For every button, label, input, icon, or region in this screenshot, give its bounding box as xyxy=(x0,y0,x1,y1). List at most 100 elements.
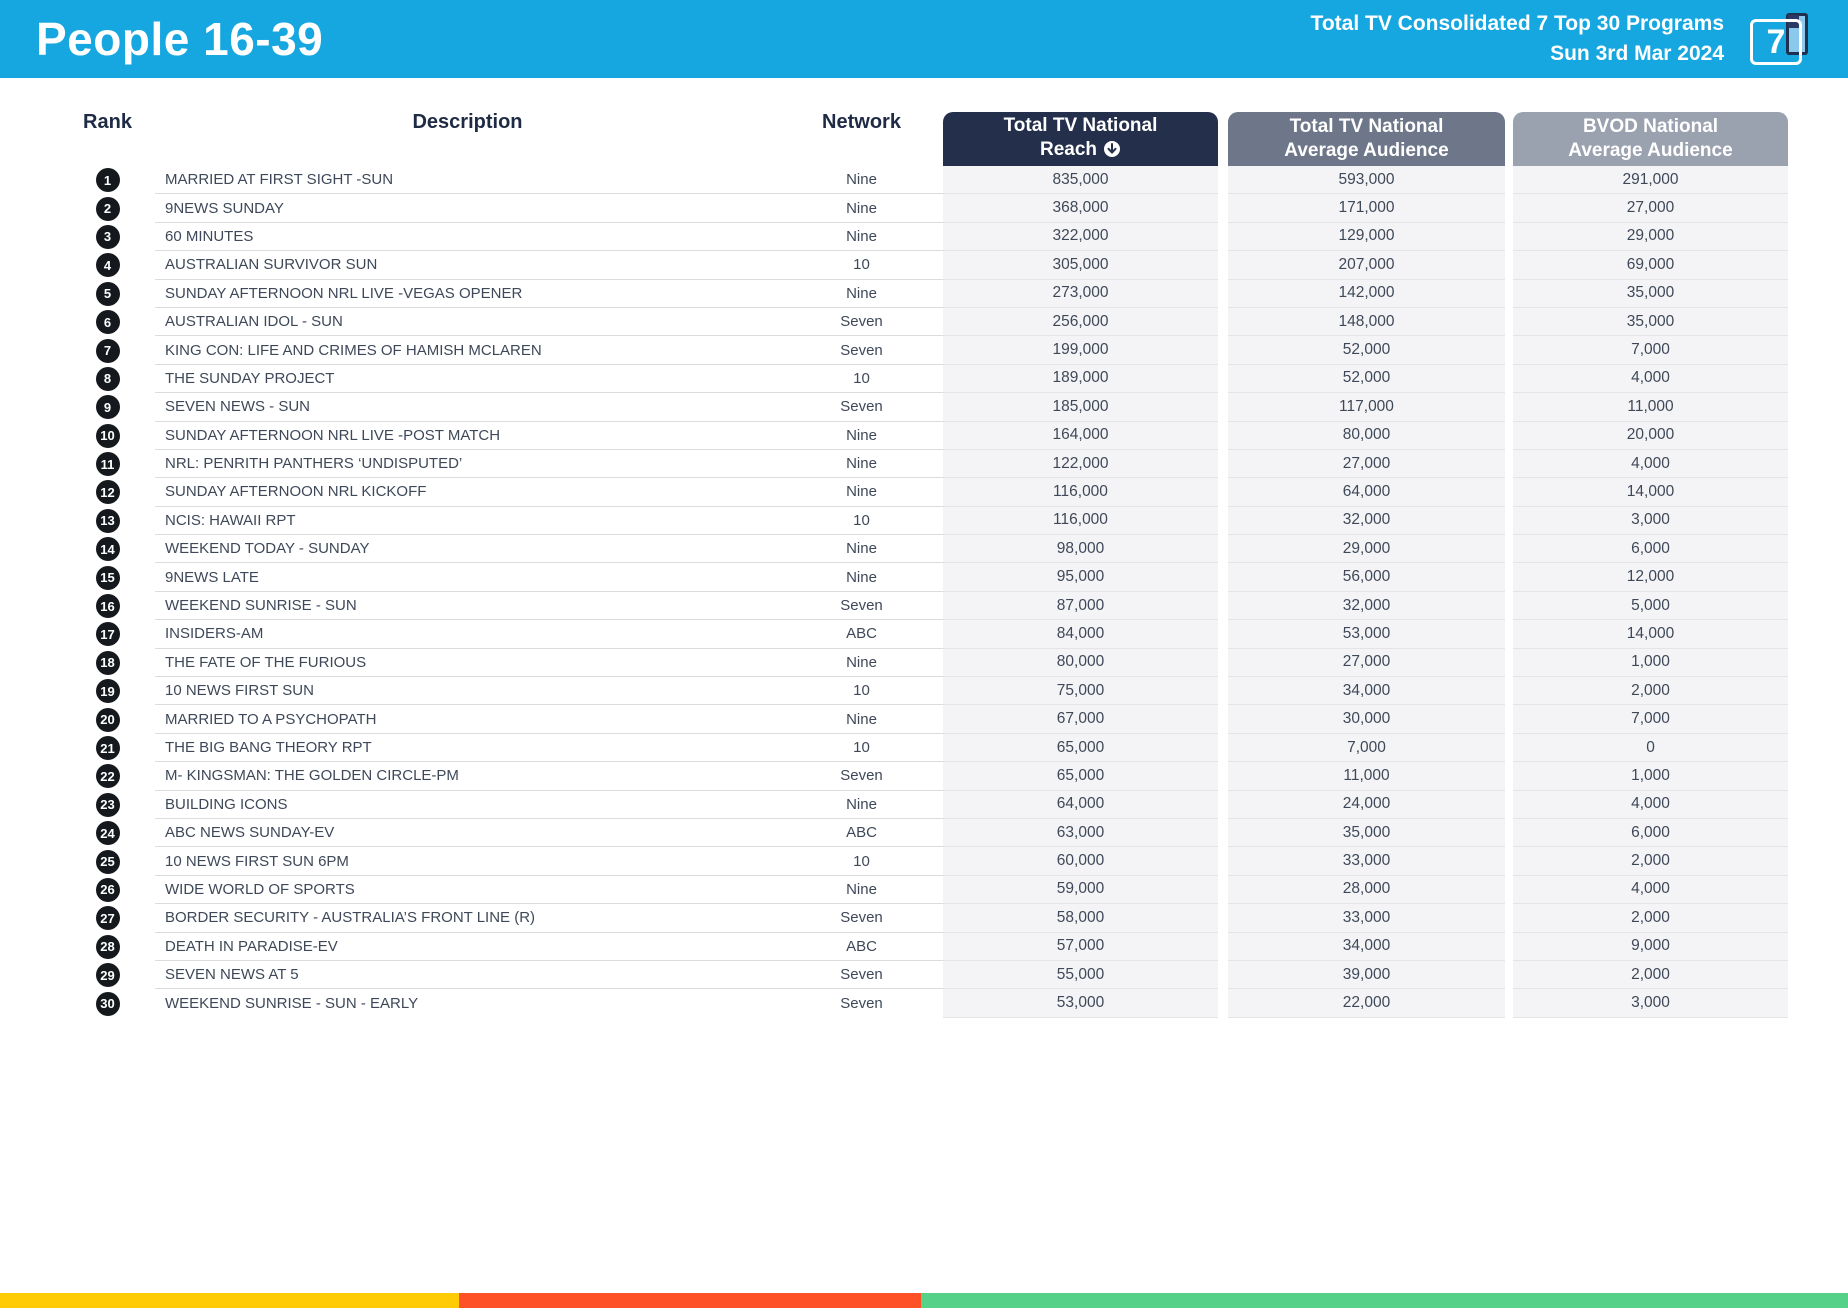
network-cell: ABC xyxy=(780,819,943,848)
bvod-value-cell: 4,000 xyxy=(1513,364,1788,394)
reach-header-line1: Total TV National xyxy=(1003,114,1158,136)
network-cell: Nine xyxy=(780,194,943,223)
rank-cell: 12 xyxy=(60,478,155,506)
rank-cell: 8 xyxy=(60,365,155,393)
rank-badge: 27 xyxy=(95,906,120,931)
rank-badge: 23 xyxy=(95,792,120,817)
reach-value-cell: 64,000 xyxy=(943,790,1218,819)
network-cell: 10 xyxy=(780,251,943,280)
column-header-network: Network xyxy=(822,110,901,133)
description-cell: MARRIED TO A PSYCHOPATH xyxy=(155,705,780,734)
network-cell: 10 xyxy=(780,734,943,763)
rank-badge: 3 xyxy=(95,224,120,249)
network-cell: Nine xyxy=(780,649,943,678)
rank-cell: 16 xyxy=(60,592,155,620)
column-gap xyxy=(1218,280,1228,308)
column-gap xyxy=(1218,847,1228,875)
description-cell: AUSTRALIAN IDOL - SUN xyxy=(155,308,780,337)
avg-audience-value-cell: 39,000 xyxy=(1228,960,1505,990)
sort-descending-icon[interactable] xyxy=(1103,140,1121,165)
rank-badge: 4 xyxy=(95,253,120,278)
column-gap xyxy=(1505,308,1513,336)
column-gap xyxy=(1218,450,1228,478)
table-row: 19 10 NEWS FIRST SUN 10 75,000 34,000 2,… xyxy=(60,677,1788,706)
column-gap xyxy=(1505,933,1513,961)
bvod-value-cell: 20,000 xyxy=(1513,421,1788,450)
table-row: 4 AUSTRALIAN SURVIVOR SUN 10 305,000 207… xyxy=(60,251,1788,280)
table-row: 15 9NEWS LATE Nine 95,000 56,000 12,000 xyxy=(60,563,1788,592)
reach-value-cell: 53,000 xyxy=(943,989,1218,1018)
description-cell: BORDER SECURITY - AUSTRALIA’S FRONT LINE… xyxy=(155,904,780,933)
column-gap xyxy=(1218,393,1228,421)
reach-value-cell: 65,000 xyxy=(943,733,1218,763)
column-gap xyxy=(1505,649,1513,677)
column-gap xyxy=(1218,791,1228,819)
column-gap xyxy=(1505,535,1513,563)
reach-value-cell: 116,000 xyxy=(943,478,1218,507)
column-gap xyxy=(1505,251,1513,279)
table-row: 3 60 MINUTES Nine 322,000 129,000 29,000 xyxy=(60,222,1788,252)
column-gap xyxy=(1218,507,1228,535)
reach-value-cell: 60,000 xyxy=(943,847,1218,876)
rank-badge: 18 xyxy=(95,650,120,675)
column-header-rank: Rank xyxy=(83,110,132,133)
reach-value-cell: 305,000 xyxy=(943,251,1218,280)
table-row: 25 10 NEWS FIRST SUN 6PM 10 60,000 33,00… xyxy=(60,847,1788,876)
avg-audience-value-cell: 27,000 xyxy=(1228,449,1505,479)
bvod-value-cell: 4,000 xyxy=(1513,790,1788,819)
rank-badge: 14 xyxy=(95,537,120,562)
description-cell: 60 MINUTES xyxy=(155,223,780,252)
bvod-value-cell: 35,000 xyxy=(1513,307,1788,337)
column-gap xyxy=(1218,563,1228,591)
network-cell: Nine xyxy=(780,478,943,507)
footer-segment-red xyxy=(459,1293,922,1308)
table-rows: 1 MARRIED AT FIRST SIGHT -SUN Nine 835,0… xyxy=(0,166,1848,1018)
column-gap xyxy=(1218,961,1228,989)
description-cell: NRL: PENRITH PANTHERS ‘UNDISPUTED’ xyxy=(155,450,780,479)
description-cell: SUNDAY AFTERNOON NRL KICKOFF xyxy=(155,478,780,507)
rank-badge: 6 xyxy=(95,310,120,335)
description-cell: SUNDAY AFTERNOON NRL LIVE -POST MATCH xyxy=(155,422,780,450)
avg-audience-value-cell: 129,000 xyxy=(1228,222,1505,252)
column-gap xyxy=(1505,620,1513,648)
rank-cell: 7 xyxy=(60,336,155,364)
avg-audience-value-cell: 28,000 xyxy=(1228,875,1505,905)
bvod-value-cell: 27,000 xyxy=(1513,194,1788,223)
network-cell: Seven xyxy=(780,904,943,933)
bvod-value-cell: 7,000 xyxy=(1513,705,1788,734)
rank-cell: 30 xyxy=(60,989,155,1017)
avg-audience-value-cell: 34,000 xyxy=(1228,677,1505,706)
avg-audience-value-cell: 52,000 xyxy=(1228,336,1505,365)
bvod-value-cell: 6,000 xyxy=(1513,818,1788,848)
bvod-value-cell: 1,000 xyxy=(1513,762,1788,791)
bvod-value-cell: 35,000 xyxy=(1513,279,1788,308)
rank-badge: 28 xyxy=(95,934,120,959)
network-cell: Nine xyxy=(780,791,943,819)
rank-badge: 20 xyxy=(95,707,120,732)
column-gap xyxy=(1218,904,1228,932)
avg-audience-value-cell: 32,000 xyxy=(1228,591,1505,621)
reach-value-cell: 189,000 xyxy=(943,364,1218,394)
network-cell: Seven xyxy=(780,961,943,990)
column-gap xyxy=(1505,734,1513,762)
description-cell: ABC NEWS SUNDAY-EV xyxy=(155,819,780,848)
column-header-total-tv-reach[interactable]: Total TV National Reach xyxy=(943,112,1218,166)
description-cell: DEATH IN PARADISE-EV xyxy=(155,933,780,961)
bvod-value-cell: 7,000 xyxy=(1513,336,1788,365)
seven-bvod-logo: 7 xyxy=(1750,13,1808,65)
rank-cell: 22 xyxy=(60,762,155,790)
avg-audience-value-cell: 117,000 xyxy=(1228,393,1505,422)
column-header-bvod-avg-audience: BVOD National Average Audience xyxy=(1513,112,1788,166)
report-subtitle: Total TV Consolidated 7 Top 30 Programs … xyxy=(1311,9,1724,70)
page-title: People 16-39 xyxy=(36,13,324,65)
rank-cell: 18 xyxy=(60,649,155,677)
avg-audience-value-cell: 53,000 xyxy=(1228,620,1505,649)
reach-value-cell: 116,000 xyxy=(943,506,1218,536)
table-row: 14 WEEKEND TODAY - SUNDAY Nine 98,000 29… xyxy=(60,535,1788,564)
table-row: 24 ABC NEWS SUNDAY-EV ABC 63,000 35,000 … xyxy=(60,818,1788,848)
avg-audience-value-cell: 171,000 xyxy=(1228,194,1505,223)
network-cell: 10 xyxy=(780,847,943,876)
bvod-value-cell: 3,000 xyxy=(1513,506,1788,536)
column-gap xyxy=(1218,365,1228,393)
avg-audience-value-cell: 29,000 xyxy=(1228,535,1505,564)
